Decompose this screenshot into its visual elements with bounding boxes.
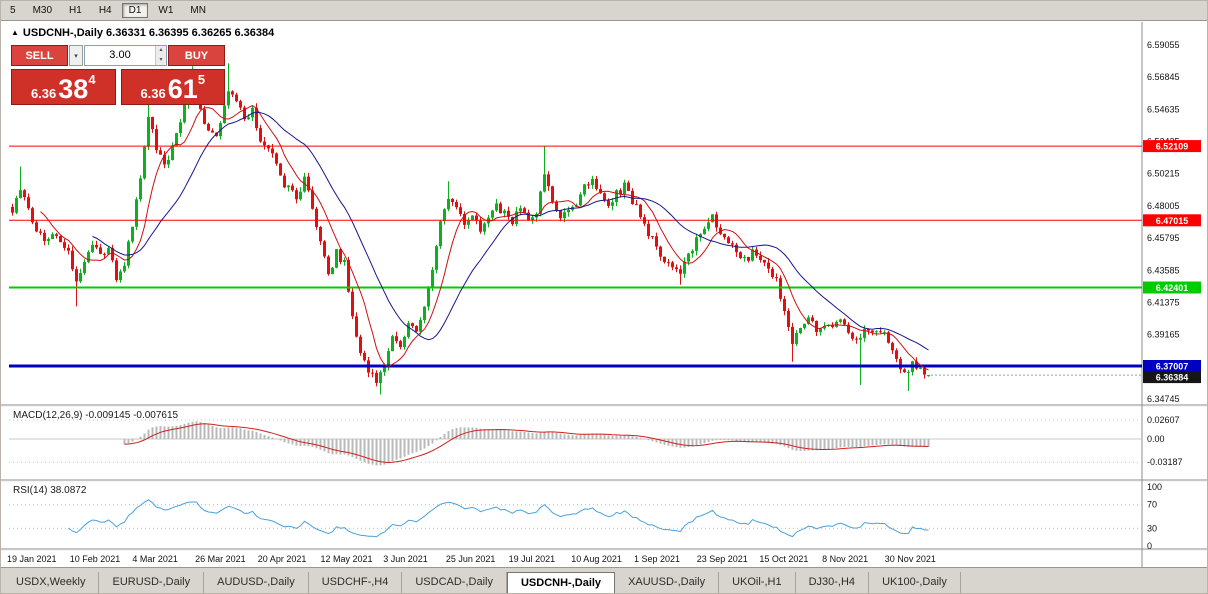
svg-text:6.41375: 6.41375 [1147, 297, 1180, 307]
svg-text:1 Sep 2021: 1 Sep 2021 [634, 554, 680, 564]
tab-eurusd-daily[interactable]: EURUSD-,Daily [99, 572, 205, 593]
svg-text:6.36384: 6.36384 [1156, 373, 1189, 383]
svg-text:6.42401: 6.42401 [1156, 283, 1189, 293]
candles-layer [11, 63, 930, 395]
svg-text:6.48005: 6.48005 [1147, 201, 1180, 211]
tab-xauusd-daily[interactable]: XAUUSD-,Daily [615, 572, 720, 593]
date-axis: 19 Jan 2021 10 Feb 2021 4 Mar 2021 26 Mar 2… [7, 554, 936, 564]
spinner-down-icon: ▾ [156, 55, 166, 65]
panel-separators [1, 22, 1207, 568]
volume-dropdown-button[interactable]: ▾ [69, 45, 83, 66]
spinner-up-icon: ▴ [156, 46, 166, 56]
svg-text:70: 70 [1147, 500, 1157, 510]
buy-price-box[interactable]: 6.36 61 5 [120, 69, 225, 105]
volume-spinner[interactable]: ▴ ▾ [155, 46, 166, 65]
sell-price-box[interactable]: 6.36 38 4 [11, 69, 116, 105]
svg-text:10 Feb 2021: 10 Feb 2021 [70, 554, 121, 564]
moving-average-lines [40, 104, 929, 371]
svg-text:0.00: 0.00 [1147, 434, 1165, 444]
tab-usdx-weekly[interactable]: USDX,Weekly [3, 572, 100, 593]
volume-field[interactable]: 3.00 ▴ ▾ [84, 45, 167, 66]
svg-text:6.45795: 6.45795 [1147, 233, 1180, 243]
trade-prices-row: 6.36 38 4 6.36 61 5 [11, 69, 225, 105]
svg-text:10 Aug 2021: 10 Aug 2021 [571, 554, 622, 564]
horizontal-level-lines[interactable] [9, 145, 1142, 368]
svg-text:19 Jan 2021: 19 Jan 2021 [7, 554, 57, 564]
macd-panel: 0.02607 0.00 -0.03187 [9, 415, 1183, 467]
chart-title: USDCNH-,Daily 6.36331 6.36395 6.36265 6.… [22, 27, 275, 39]
timeframe-button-d1[interactable]: D1 [121, 3, 149, 18]
svg-text:6.39165: 6.39165 [1147, 330, 1180, 340]
chart-tab-bar: USDX,Weekly EURUSD-,Daily AUDUSD-,Daily USD… [1, 567, 1207, 593]
timeframe-button-5[interactable]: 5 [10, 5, 16, 16]
timeframe-button-w1[interactable]: W1 [158, 5, 174, 16]
tab-dj30-h4[interactable]: DJ30-,H4 [796, 572, 870, 593]
timeframe-toolbar: 5 M30 H1 H4 D1 W1 MN [1, 1, 1207, 21]
timeframe-button-mn[interactable]: MN [190, 5, 206, 16]
sell-button[interactable]: SELL [11, 45, 68, 66]
rsi-panel: 100 70 30 0 [9, 482, 1162, 551]
svg-text:0.02607: 0.02607 [1147, 415, 1180, 425]
sell-price-prefix: 6.36 [30, 86, 57, 101]
svg-text:8 Nov 2021: 8 Nov 2021 [822, 554, 868, 564]
tab-ukoil-h1[interactable]: UKOil-,H1 [719, 572, 796, 593]
timeframe-button-h1[interactable]: H1 [69, 5, 82, 16]
svg-text:0: 0 [1147, 541, 1152, 551]
volume-value: 3.00 [109, 49, 131, 61]
buy-price-sup: 5 [197, 72, 206, 87]
svg-text:6.50215: 6.50215 [1147, 169, 1180, 179]
svg-text:26 Mar 2021: 26 Mar 2021 [195, 554, 246, 564]
svg-text:6.47015: 6.47015 [1156, 216, 1189, 226]
tab-usdcad-daily[interactable]: USDCAD-,Daily [402, 572, 507, 593]
tab-audusd-daily[interactable]: AUDUSD-,Daily [204, 572, 309, 593]
caret-down-icon: ▾ [74, 52, 78, 60]
sell-price-big: 38 [58, 74, 89, 104]
svg-text:6.56845: 6.56845 [1147, 72, 1180, 82]
svg-text:30 Nov 2021: 30 Nov 2021 [885, 554, 936, 564]
rsi-label: RSI(14) 38.0872 [13, 485, 87, 496]
svg-text:6.54635: 6.54635 [1147, 104, 1180, 114]
svg-text:19 Jul 2021: 19 Jul 2021 [509, 554, 556, 564]
macd-label: MACD(12,26,9) -0.009145 -0.007615 [13, 410, 179, 421]
svg-text:23 Sep 2021: 23 Sep 2021 [697, 554, 748, 564]
svg-text:-0.03187: -0.03187 [1147, 457, 1183, 467]
svg-text:6.59055: 6.59055 [1147, 40, 1180, 50]
tab-usdcnh-daily[interactable]: USDCNH-,Daily [506, 572, 616, 593]
chart-title-bar: ▲ USDCNH-,Daily 6.36331 6.36395 6.36265 6… [11, 27, 274, 39]
timeframe-button-h4[interactable]: H4 [98, 5, 112, 16]
svg-text:6.43585: 6.43585 [1147, 265, 1180, 275]
svg-text:25 Jun 2021: 25 Jun 2021 [446, 554, 496, 564]
svg-text:6.34745: 6.34745 [1147, 394, 1180, 404]
buy-button[interactable]: BUY [168, 45, 225, 66]
svg-text:12 May 2021: 12 May 2021 [321, 554, 373, 564]
chart-expand-icon: ▲ [11, 28, 19, 37]
svg-text:6.52109: 6.52109 [1156, 142, 1189, 152]
tab-usdchf-h4[interactable]: USDCHF-,H4 [309, 572, 403, 593]
svg-text:4 Mar 2021: 4 Mar 2021 [132, 554, 178, 564]
svg-text:15 Oct 2021: 15 Oct 2021 [759, 554, 808, 564]
buy-price-prefix: 6.36 [140, 86, 166, 101]
svg-text:20 Apr 2021: 20 Apr 2021 [258, 554, 307, 564]
svg-text:100: 100 [1147, 482, 1162, 492]
trade-controls-row: SELL ▾ 3.00 ▴ ▾ BUY [11, 45, 225, 66]
sell-price-sup: 4 [88, 72, 96, 87]
svg-text:3 Jun 2021: 3 Jun 2021 [383, 554, 428, 564]
svg-text:6.37007: 6.37007 [1156, 362, 1189, 372]
buy-price-big: 61 [167, 74, 198, 104]
one-click-trading-panel: SELL ▾ 3.00 ▴ ▾ BUY 6.36 38 4 6.36 61 5 [11, 45, 225, 105]
timeframe-button-m30[interactable]: M30 [32, 5, 53, 16]
tab-uk100-daily[interactable]: UK100-,Daily [869, 572, 961, 593]
svg-text:30: 30 [1147, 523, 1157, 533]
